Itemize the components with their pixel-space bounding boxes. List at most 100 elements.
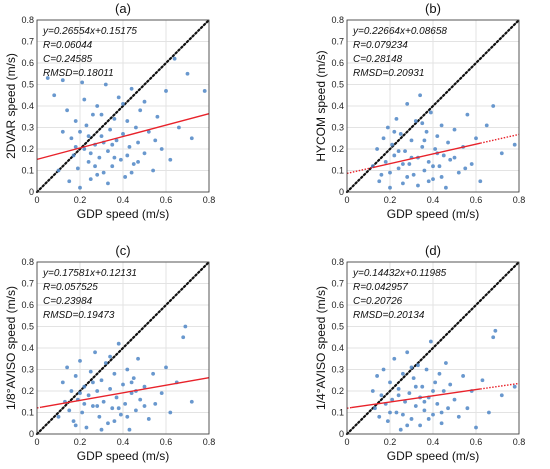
x-tick-label: 0.2 [74,437,87,447]
x-tick-label: 0.4 [117,437,130,447]
scatter-point [444,185,448,190]
scatter-point [433,380,438,385]
x-tick-label: 0.4 [117,195,130,205]
scatter-point [202,89,207,93]
scatter-point [155,114,160,119]
stats-annotation: R=0.042957 [353,282,408,293]
scatter-point [146,417,151,421]
y-tick-label: 0.4 [21,101,34,111]
scatter-point [142,384,147,389]
scatter-point [136,140,140,145]
scatter-point [396,149,401,154]
scatter-point [431,177,435,182]
scatter-point [407,162,412,166]
scatter-point [407,391,412,396]
scatter-point [91,112,95,117]
scatter-point [388,380,392,385]
scatter-point [392,153,397,158]
scatter-point [108,127,112,132]
scatter-point [134,125,138,130]
scatter-point [392,356,397,361]
y-axis-label: 1/4°AVISO speed (m/s) [314,286,328,410]
scatter-point [88,177,93,182]
scatter-point [474,136,478,141]
scatter-point [422,399,427,404]
scatter-point [396,166,401,171]
scatter-point [146,129,151,134]
scatter-point [164,365,168,370]
stats-annotation: y=0.26554x+0.15175 [42,26,137,37]
scatter-point [437,164,442,169]
scatter-point [99,378,104,383]
scatter-point [403,149,407,154]
scatter-point [103,82,108,87]
chart-panel-3: 0 0.1 0.2 0.3 0.4 0.5 0.6 0.7 0.8 0 0.2 0.4 0.6 0.8 y=… [4,243,215,463]
scatter-point [121,132,125,136]
scatter-point [97,414,102,419]
scatter-point [405,423,410,428]
scatter-point [101,399,106,404]
y-tick-label: 0.4 [21,343,34,353]
fit-line [41,376,210,408]
scatter-point [487,410,491,415]
stats-annotation: RMSD=0.18011 [43,68,114,79]
scatter-point [88,369,93,374]
scatter-point [153,402,158,406]
scatter-point [116,95,121,100]
scatter-point [99,112,104,117]
plot-frame [346,19,520,193]
scatter-point [125,367,130,372]
scatter-point [375,374,379,378]
scatter-point [478,179,483,184]
scatter-point [439,410,444,415]
scatter-point [433,147,438,151]
scatter-point [446,140,450,145]
y-tick-label: 0.6 [21,300,34,310]
scatter-point [75,166,80,171]
y-tick-label: 0.5 [21,322,34,332]
y-tick-label: 0.8 [331,257,344,267]
scatter-point [439,123,444,128]
scatter-point [431,389,435,393]
scatter-point [82,147,87,151]
scatter-point [172,56,177,61]
scatter-point [131,376,136,380]
scatter-point [398,132,403,136]
scatter-point [95,172,100,177]
y-tick-label: 0.3 [21,123,34,133]
scatter-point [418,423,422,428]
scatter-point [108,354,112,359]
scatter-point [469,162,474,166]
scatter-point [499,151,504,156]
scatter-point [99,134,104,139]
scatter-point [388,170,392,175]
scatter-point [97,155,102,160]
x-axis-label: GDP speed (m/s) [77,449,169,463]
x-tick-label: 0.8 [203,437,216,447]
scatter-point [125,119,130,123]
y-tick-label: 0.1 [21,408,34,418]
y-tick-label: 0.8 [331,15,344,25]
scatter-point [159,147,164,151]
y-axis-label: 1/8°AVISO speed (m/s) [4,286,18,410]
scatter-point [183,324,188,329]
scatter-point [426,160,431,164]
scatter-point [448,382,453,387]
scatter-point [45,76,50,80]
scatter-point [409,365,414,370]
stats-annotation: y=0.17581x+0.12131 [42,268,137,279]
scatter-point [446,406,450,411]
scatter-point [151,168,156,173]
scatter-point [114,138,119,143]
y-tick-label: 0.5 [331,80,344,90]
y-tick-label: 0.4 [331,101,344,111]
scatter-point [394,117,399,121]
scatter-point [396,393,401,398]
plot-frame [36,261,210,435]
scatter-point [91,404,95,408]
x-tick-label: 0.6 [160,437,173,447]
scatter-point [95,404,100,408]
scatter-point [420,144,425,149]
scatter-point [439,175,444,179]
y-tick-label: 0 [339,429,344,439]
